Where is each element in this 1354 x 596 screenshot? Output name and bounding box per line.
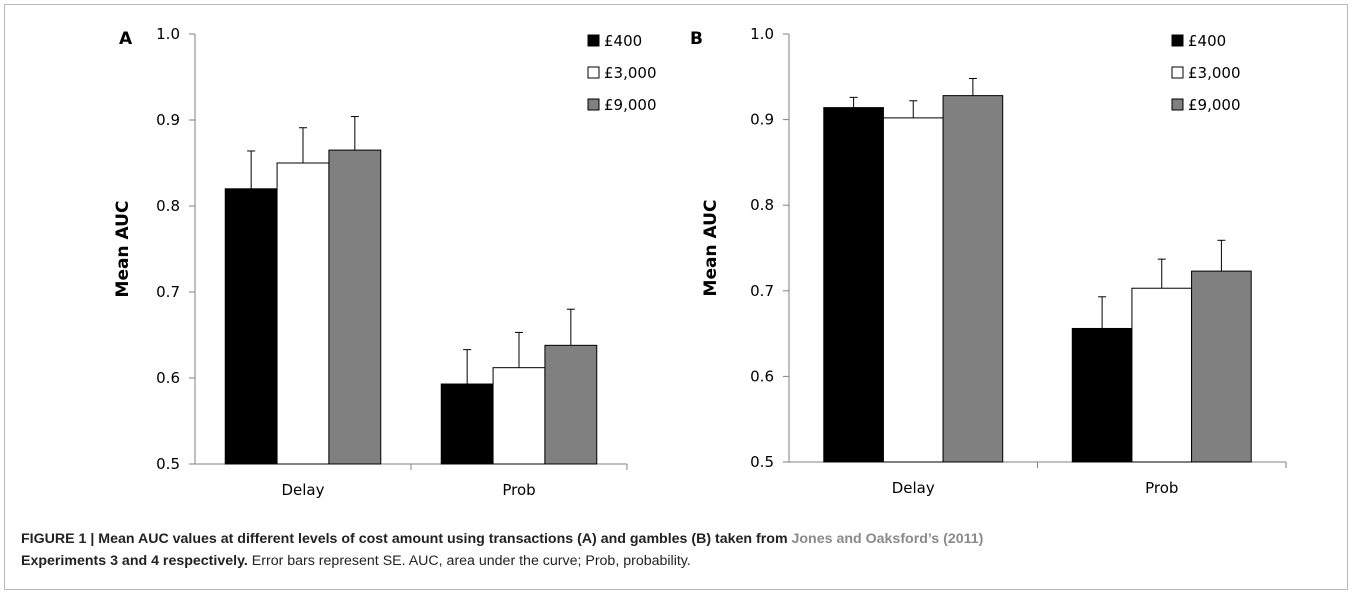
y-tick-label: 0.5 — [156, 455, 180, 473]
bar — [1131, 287, 1193, 463]
bar — [942, 95, 1004, 463]
panel-label: A — [119, 29, 133, 49]
legend-swatch — [1171, 98, 1184, 111]
bar — [224, 188, 278, 465]
y-tick-label: 0.7 — [750, 282, 774, 300]
bar — [328, 149, 382, 465]
bar — [1071, 327, 1133, 463]
y-axis-title: Mean AUC — [113, 201, 133, 298]
y-tick-label: 0.6 — [156, 369, 180, 387]
figure-caption: FIGURE 1 | Mean AUC values at different … — [21, 528, 1331, 572]
bar — [440, 383, 494, 465]
legend-label: £9,000 — [1188, 96, 1241, 114]
bar — [544, 344, 598, 465]
legend-label: £3,000 — [604, 64, 657, 82]
bar — [823, 107, 884, 463]
legend-swatch — [587, 34, 600, 47]
bar — [492, 367, 546, 465]
bar — [276, 162, 330, 465]
legend-label: £400 — [1188, 32, 1226, 50]
y-tick-label: 0.9 — [156, 111, 180, 129]
panel-b-chart: B 0.5 0.6 0.7 0.8 0.9 1.0 Mean AUC Delay Prob £400… — [690, 25, 1287, 497]
x-tick-label: Prob — [502, 481, 535, 499]
bar — [1191, 270, 1252, 463]
bar — [882, 117, 944, 463]
panel-label: B — [690, 29, 703, 49]
caption-rest: Error bars represent SE. AUC, area under… — [247, 553, 691, 569]
panel-a-chart: A 0.5 0.6 0.7 0.8 0.9 1.0 Mean AUC Delay Prob £400… — [113, 25, 657, 499]
y-tick-label: 1.0 — [156, 25, 180, 43]
figure-charts: A 0.5 0.6 0.7 0.8 0.9 1.0 Mean AUC Delay Prob £400… — [113, 25, 1287, 499]
y-tick-label: 0.7 — [156, 283, 180, 301]
caption-bold-tail: Experiments 3 and 4 respectively. — [21, 553, 248, 569]
legend-swatch — [587, 98, 600, 111]
x-tick-label: Prob — [1145, 479, 1178, 497]
y-tick-label: 0.5 — [750, 453, 774, 471]
x-tick-label: Delay — [281, 481, 324, 499]
y-tick-label: 0.6 — [750, 367, 774, 385]
x-tick-label: Delay — [892, 479, 935, 497]
legend-swatch — [1171, 34, 1184, 47]
legend-label: £9,000 — [604, 96, 657, 114]
citation-link[interactable]: Jones and Oaksford’s (2011) — [791, 531, 984, 547]
legend-swatch — [1171, 66, 1184, 79]
caption-bold-lead: FIGURE 1 | Mean AUC values at different … — [21, 531, 792, 547]
y-tick-label: 0.8 — [750, 196, 774, 214]
legend-label: £400 — [604, 32, 642, 50]
legend-label: £3,000 — [1188, 64, 1241, 82]
legend-swatch — [587, 66, 600, 79]
y-axis-title: Mean AUC — [701, 200, 721, 297]
y-tick-label: 0.9 — [750, 111, 774, 129]
y-tick-label: 1.0 — [750, 25, 774, 43]
y-tick-label: 0.8 — [156, 197, 180, 215]
